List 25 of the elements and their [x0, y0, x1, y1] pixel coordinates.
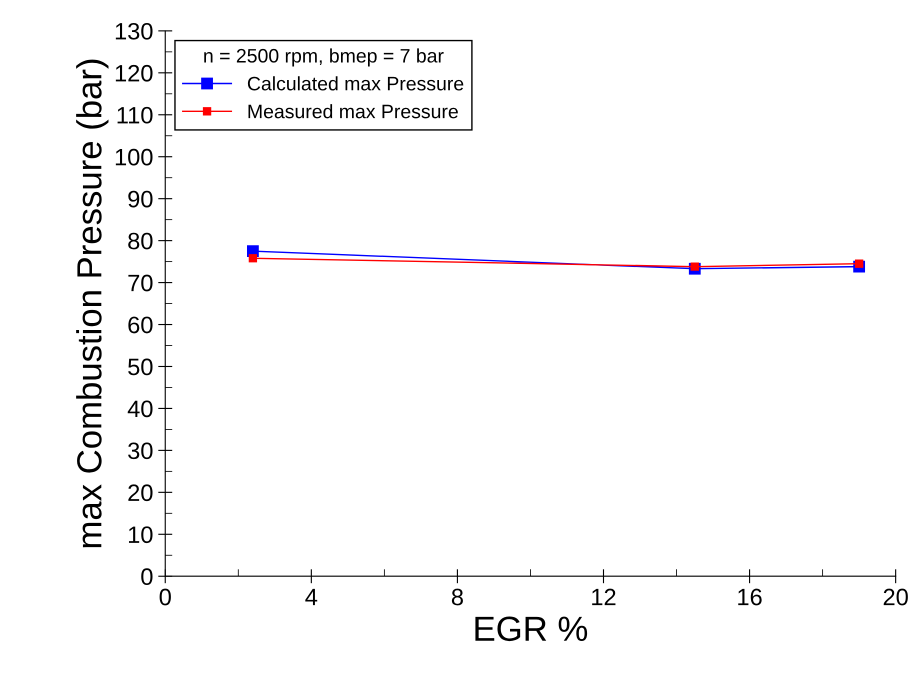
y-tick-label: 60 — [128, 316, 153, 334]
x-tick-label: 8 — [452, 588, 463, 606]
legend-label: Measured max Pressure — [248, 104, 458, 118]
y-tick-label: 80 — [128, 232, 153, 250]
y-tick-label: 120 — [116, 64, 153, 82]
x-tick-label: 16 — [738, 588, 762, 606]
y-tick-label: 0 — [141, 568, 153, 586]
y-tick-label: 70 — [128, 274, 153, 292]
y-tick-label: 110 — [118, 106, 153, 124]
x-tick-label: 4 — [305, 588, 318, 606]
legend-title: n = 2500 rpm, bmep = 7 bar — [204, 48, 444, 66]
y-tick-label: 50 — [128, 358, 153, 376]
y-tick-label: 130 — [116, 22, 153, 40]
x-tick-label: 20 — [884, 588, 908, 606]
y-tick-label: 90 — [128, 190, 153, 208]
x-axis-title: EGR % — [475, 616, 588, 642]
x-tick-label: 12 — [592, 588, 616, 606]
y-axis-title: max Combustion Pressure (bar) — [76, 60, 108, 548]
y-tick-label: 100 — [116, 148, 153, 166]
y-tick-label: 10 — [128, 526, 153, 544]
y-tick-label: 30 — [128, 442, 153, 460]
y-tick-label: 40 — [128, 400, 153, 418]
legend-label: Calculated max Pressure — [248, 76, 464, 90]
y-tick-label: 20 — [128, 484, 153, 502]
x-tick-label: 0 — [160, 588, 171, 606]
